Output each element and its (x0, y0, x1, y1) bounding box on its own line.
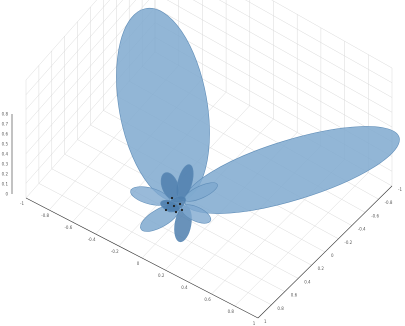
y-tick-label: -0.2 (344, 240, 352, 245)
x-tick-label: 0.6 (204, 297, 211, 302)
x-tick-label: 0.8 (228, 309, 235, 314)
axes (11, 114, 393, 319)
x-tick-label: 1 (253, 321, 256, 326)
wall-grid-line (25, 0, 111, 95)
x-tick-label: 0.4 (181, 285, 188, 290)
z-tick-label: 0.1 (2, 182, 9, 187)
wall-grid-line (25, 0, 98, 81)
z-tick-label: 0.4 (2, 152, 9, 157)
y-tick-label: -0.6 (371, 213, 379, 218)
y-axis-line (257, 185, 393, 319)
wall-grid-line (192, 0, 393, 113)
wall-grid-line (166, 0, 393, 128)
tick-labels: 0.8 0.7 0.6 0.5 0.4 0.3 0.2 0.1 0 -1 -0.8 -0.6 -0.4 -… (2, 112, 403, 326)
x-tick-label: 0.2 (158, 273, 165, 278)
center-marker (178, 202, 182, 206)
y-tick-label: -0.4 (358, 227, 366, 232)
x-axis-line (25, 197, 259, 319)
z-tick-label: 0.5 (2, 142, 9, 147)
center-marker (170, 196, 174, 200)
center-marker (174, 210, 178, 214)
x-tick-label: -1 (20, 201, 24, 206)
wall-grid-line (25, 0, 137, 125)
z-tick-label: 0.6 (2, 132, 9, 137)
lobes (116, 7, 400, 243)
center-marker (166, 201, 170, 205)
center-marker (172, 204, 176, 208)
z-tick-label: 0.2 (2, 172, 9, 177)
z-tick-label: 0.7 (2, 122, 9, 127)
y-tick-label: -0.8 (385, 200, 393, 205)
x-tick-label: -0.4 (88, 237, 96, 242)
wall-grid-line (271, 0, 393, 69)
wall-grid-line (245, 0, 393, 83)
center-marker (180, 208, 184, 212)
y-tick-label: -1 (398, 187, 402, 192)
z-tick-label: 0 (5, 192, 8, 197)
x-tick-label: 0 (137, 261, 140, 266)
y-tick-label: 0 (331, 253, 334, 258)
z-tick-label: 0.8 (2, 112, 9, 117)
wall-grid-line (219, 0, 393, 98)
x-tick-label: -0.2 (111, 249, 119, 254)
inner-lobe-b (160, 199, 180, 213)
wall-grid-line (25, 0, 124, 110)
x-tick-label: -0.8 (41, 213, 49, 218)
y-tick-label: 0.8 (277, 306, 284, 311)
y-tick-label: 1 (264, 319, 267, 324)
y-tick-label: 0.6 (291, 293, 298, 298)
z-tick-label: 0.3 (2, 162, 9, 167)
y-tick-label: 0.2 (318, 266, 325, 271)
x-tick-label: -0.6 (64, 225, 72, 230)
wall-grid-line (154, 7, 393, 142)
y-tick-label: 0.4 (304, 279, 311, 284)
center-marker (164, 208, 168, 212)
floor-grid-line (234, 172, 369, 307)
